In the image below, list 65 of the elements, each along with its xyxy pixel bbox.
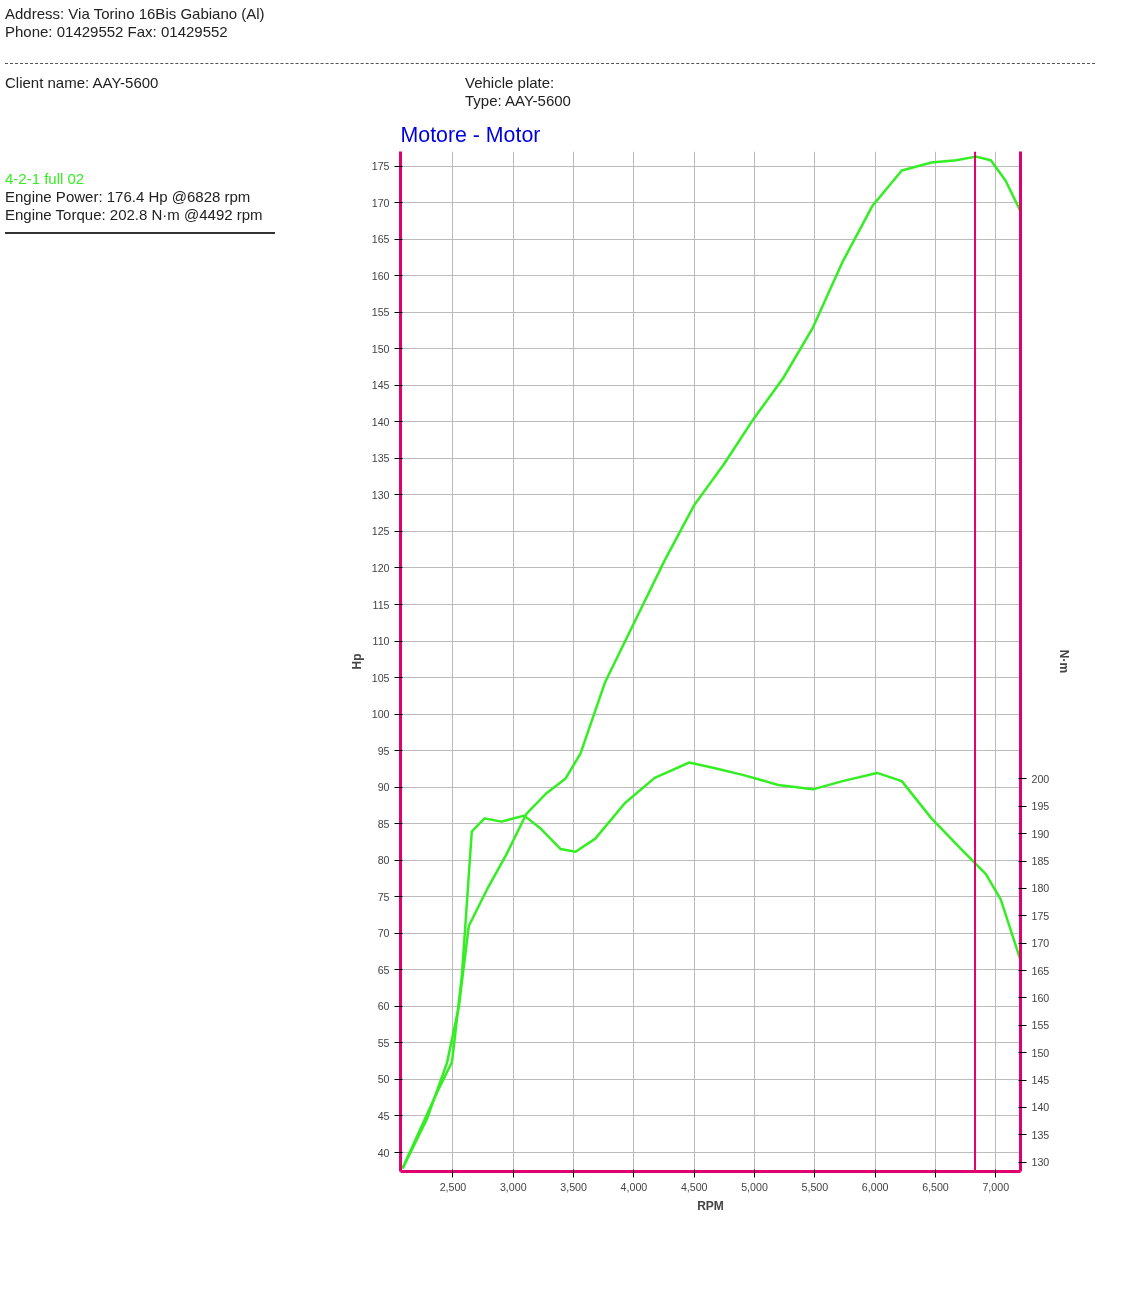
y2-tick-label: 180 [1031, 882, 1050, 895]
y2-tick-label: 170 [1031, 937, 1050, 950]
y2-tick-label: 175 [1031, 909, 1050, 922]
y-tick-label: 140 [371, 415, 390, 428]
x-tick-label: 7,000 [982, 1180, 1010, 1193]
y2-tick-label: 140 [1031, 1101, 1050, 1114]
y2-tick-label: 155 [1031, 1019, 1050, 1032]
y-tick-label: 125 [371, 525, 390, 538]
y2-tick-label: 135 [1031, 1128, 1050, 1141]
y-tick-label: 55 [377, 1036, 390, 1049]
y-tick-label: 105 [371, 671, 390, 684]
y2-tick-label: 160 [1031, 991, 1050, 1004]
text: 4-2-1 full 02 [5, 170, 85, 187]
y-tick-label: 115 [372, 598, 390, 611]
text: Engine Torque: 202.8 N·m @4492 rpm [5, 206, 263, 223]
y-tick-label: 145 [371, 379, 390, 392]
y-tick-label: 60 [377, 1000, 390, 1013]
y2-tick-label: 200 [1031, 772, 1050, 785]
y2-tick-label: 195 [1031, 800, 1050, 813]
y-tick-label: 130 [371, 488, 390, 501]
y-tick-label: 90 [377, 781, 390, 794]
y-tick-label: 100 [371, 708, 390, 721]
x-tick-label: 6,500 [922, 1180, 949, 1193]
x-tick-label: 3,500 [560, 1180, 587, 1193]
x-axis-title: RPM [697, 1198, 724, 1213]
y2-tick-label: 145 [1031, 1074, 1050, 1087]
x-tick-label: 3,000 [499, 1180, 527, 1193]
y-tick-label: 80 [377, 854, 390, 867]
y-tick-label: 165 [371, 233, 390, 246]
y-tick-label: 110 [372, 635, 390, 648]
x-tick-label: 5,500 [801, 1180, 829, 1193]
y2-tick-label: 185 [1031, 855, 1050, 868]
y2-tick-label: 190 [1031, 827, 1050, 840]
y-tick-label: 40 [377, 1146, 390, 1159]
x-tick-label: 6,000 [861, 1180, 889, 1193]
y-tick-label: 70 [377, 927, 390, 940]
y2-tick-label: 130 [1031, 1156, 1050, 1169]
y-tick-label: 50 [377, 1073, 390, 1086]
y-axis-title: Hp [349, 653, 364, 670]
chart-title: Motore - Motor [400, 122, 541, 147]
y2-tick-label: 165 [1031, 964, 1050, 977]
text: Vehicle plate: [465, 74, 555, 91]
y-tick-label: 65 [377, 963, 390, 976]
y-tick-label: 155 [371, 306, 390, 319]
y-tick-label: 150 [371, 342, 390, 355]
x-tick-label: 5,000 [741, 1180, 768, 1193]
text: Phone: 01429552 Fax: 01429552 [5, 23, 228, 40]
text: Engine Power: 176.4 Hp @6828 rpm [5, 188, 251, 205]
y-tick-label: 120 [371, 561, 390, 574]
y-tick-label: 170 [371, 196, 390, 209]
y-tick-label: 75 [377, 890, 390, 903]
y2-axis-title: N·m [1057, 649, 1072, 674]
text: Client name: AAY-5600 [5, 74, 160, 93]
y-tick-label: 45 [377, 1109, 390, 1122]
y2-tick-label: 150 [1031, 1046, 1050, 1059]
y-tick-label: 135 [371, 452, 390, 465]
x-tick-label: 4,000 [620, 1180, 648, 1193]
text: Address: Via Torino 16Bis Gabiano (Al) [5, 5, 265, 22]
y-tick-label: 175 [371, 160, 390, 173]
y-tick-label: 85 [377, 817, 390, 830]
x-tick-label: 4,500 [680, 1180, 708, 1193]
text: Type: AAY-5600 [465, 92, 571, 109]
y-tick-label: 160 [371, 269, 390, 282]
y-tick-label: 95 [377, 744, 390, 757]
x-tick-label: 2,500 [439, 1180, 467, 1193]
